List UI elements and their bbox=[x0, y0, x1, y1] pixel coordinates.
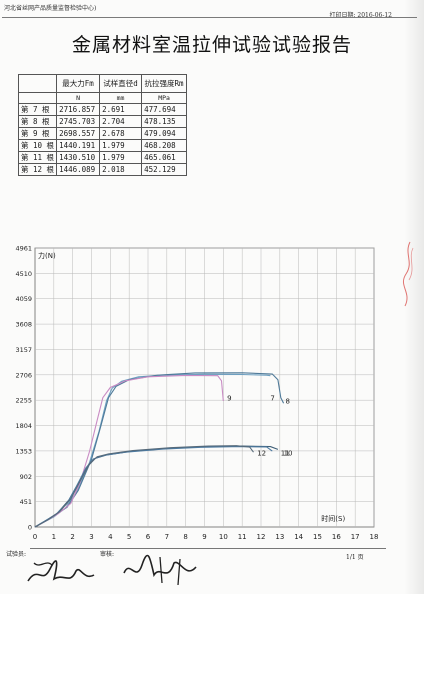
header-cell-diameter: 试样直径d bbox=[99, 74, 143, 93]
series-label-7: 7 bbox=[270, 394, 274, 402]
table-header-row: 最大力Fm 试样直径d 抗拉强度Rm bbox=[17, 74, 188, 93]
unit-cell: mm bbox=[99, 92, 143, 104]
max-force-value: 1440.191 bbox=[56, 139, 101, 152]
page-indicator: 1/1 页 bbox=[346, 554, 364, 561]
footer-rule bbox=[30, 548, 386, 549]
header-cell-max-force: 最大力Fm bbox=[56, 74, 101, 93]
table-units-row: N mm MPa bbox=[17, 92, 188, 104]
x-tick-label: 7 bbox=[165, 533, 169, 541]
sheet-shadow bbox=[404, 0, 424, 594]
y-tick-label: 902 bbox=[20, 473, 32, 481]
max-force-value: 1446.089 bbox=[56, 163, 101, 176]
x-axis-label: 时间(S) bbox=[321, 514, 345, 523]
series-line-9 bbox=[34, 374, 224, 528]
header-cell-tensile-strength: 抗拉强度Rm bbox=[141, 74, 188, 93]
y-tick-label: 1353 bbox=[15, 447, 32, 455]
print-date: 打印日期: 2016-06-12 bbox=[329, 12, 392, 19]
x-tick-label: 6 bbox=[146, 533, 151, 541]
y-tick-label: 2706 bbox=[15, 371, 32, 379]
diameter-value: 1.979 bbox=[99, 139, 143, 152]
sample-label: 第 12 根 bbox=[17, 163, 58, 176]
x-tick-label: 14 bbox=[294, 533, 303, 541]
table-row: 第 7 根 2716.857 2.691 477.694 bbox=[17, 103, 188, 116]
x-tick-label: 4 bbox=[108, 533, 113, 541]
strength-value: 468.208 bbox=[141, 139, 188, 152]
x-tick-label: 8 bbox=[183, 533, 187, 541]
report-sheet: 河北省丝网产品质量监督检验中心) 打印日期: 2016-06-12 金属材料室温… bbox=[0, 0, 424, 594]
series-label-10: 10 bbox=[284, 450, 293, 458]
max-force-value: 2745.703 bbox=[56, 115, 101, 128]
sample-label: 第 11 根 bbox=[17, 151, 58, 164]
x-tick-label: 16 bbox=[332, 533, 341, 541]
x-tick-label: 1 bbox=[52, 533, 56, 541]
sample-label: 第 9 根 bbox=[17, 127, 58, 140]
strength-value: 478.135 bbox=[141, 115, 188, 128]
reviewer-signature bbox=[123, 554, 197, 586]
x-tick-label: 10 bbox=[219, 533, 228, 541]
diameter-value: 2.704 bbox=[99, 115, 143, 128]
y-tick-label: 1804 bbox=[15, 422, 32, 430]
y-tick-label: 451 bbox=[20, 498, 32, 506]
series-label-8: 8 bbox=[285, 397, 289, 405]
sample-label: 第 7 根 bbox=[17, 103, 58, 116]
diameter-value: 2.691 bbox=[99, 103, 143, 116]
tester-label: 试验员: bbox=[6, 551, 27, 558]
x-tick-label: 17 bbox=[351, 533, 360, 541]
series-label-11: 11 bbox=[281, 450, 290, 458]
institution-name: 河北省丝网产品质量监督检验中心) bbox=[4, 5, 97, 12]
x-tick-label: 9 bbox=[202, 533, 206, 541]
y-axis-label: 力(N) bbox=[38, 251, 56, 260]
diameter-value: 2.678 bbox=[99, 127, 143, 140]
x-tick-label: 11 bbox=[238, 533, 247, 541]
strength-value: 477.694 bbox=[141, 103, 188, 116]
strength-value: 465.061 bbox=[141, 151, 188, 164]
y-tick-label: 2255 bbox=[15, 397, 32, 405]
header-cell bbox=[17, 74, 58, 93]
results-table: 最大力Fm 试样直径d 抗拉强度Rm N mm MPa 第 7 根 2716.8… bbox=[17, 74, 188, 176]
y-tick-label: 3608 bbox=[15, 321, 32, 329]
sample-label: 第 10 根 bbox=[17, 139, 58, 152]
y-tick-label: 0 bbox=[28, 524, 32, 532]
unit-cell bbox=[17, 92, 58, 104]
max-force-value: 2698.557 bbox=[56, 127, 101, 140]
max-force-value: 2716.857 bbox=[56, 103, 101, 116]
series-line-12 bbox=[34, 445, 254, 528]
diameter-value: 2.018 bbox=[99, 163, 143, 176]
x-tick-label: 13 bbox=[275, 533, 284, 541]
y-tick-label: 4510 bbox=[15, 270, 32, 278]
unit-cell: MPa bbox=[141, 92, 188, 104]
reviewer-label: 审核: bbox=[100, 551, 115, 558]
y-tick-label: 3157 bbox=[15, 346, 32, 354]
red-stamp-mark bbox=[402, 241, 414, 307]
x-tick-label: 0 bbox=[33, 533, 37, 541]
header-rule bbox=[2, 17, 417, 18]
unit-cell: N bbox=[56, 92, 101, 104]
diameter-value: 1.979 bbox=[99, 151, 143, 164]
table-row: 第 12 根 1446.089 2.018 452.129 bbox=[17, 163, 188, 176]
strength-value: 479.094 bbox=[141, 127, 188, 140]
table-row: 第 9 根 2698.557 2.678 479.094 bbox=[17, 127, 188, 140]
table-row: 第 8 根 2745.703 2.704 478.135 bbox=[17, 115, 188, 128]
series-label-12: 12 bbox=[257, 450, 266, 458]
x-tick-label: 3 bbox=[89, 533, 93, 541]
x-tick-label: 15 bbox=[313, 533, 322, 541]
tester-signature bbox=[27, 560, 95, 582]
x-tick-label: 5 bbox=[127, 533, 131, 541]
series-line-10 bbox=[34, 445, 279, 528]
series-label-9: 9 bbox=[227, 394, 231, 402]
table-row: 第 10 根 1440.191 1.979 468.208 bbox=[17, 139, 188, 152]
x-tick-label: 18 bbox=[370, 533, 379, 541]
sample-label: 第 8 根 bbox=[17, 115, 58, 128]
y-tick-label: 4961 bbox=[15, 245, 32, 253]
strength-value: 452.129 bbox=[141, 163, 188, 176]
force-time-chart: 0 1 2 3 4 5 6 7 8 9 10 11 12 13 14 15 16 17 18045190213531… bbox=[15, 245, 379, 542]
series-line-11 bbox=[34, 446, 273, 528]
y-tick-label: 4059 bbox=[15, 295, 32, 303]
max-force-value: 1430.510 bbox=[56, 151, 101, 164]
x-tick-label: 12 bbox=[257, 533, 266, 541]
x-tick-label: 2 bbox=[70, 533, 74, 541]
table-row: 第 11 根 1430.510 1.979 465.061 bbox=[17, 151, 188, 164]
report-title: 金属材料室温拉伸试验试验报告 bbox=[71, 34, 352, 56]
